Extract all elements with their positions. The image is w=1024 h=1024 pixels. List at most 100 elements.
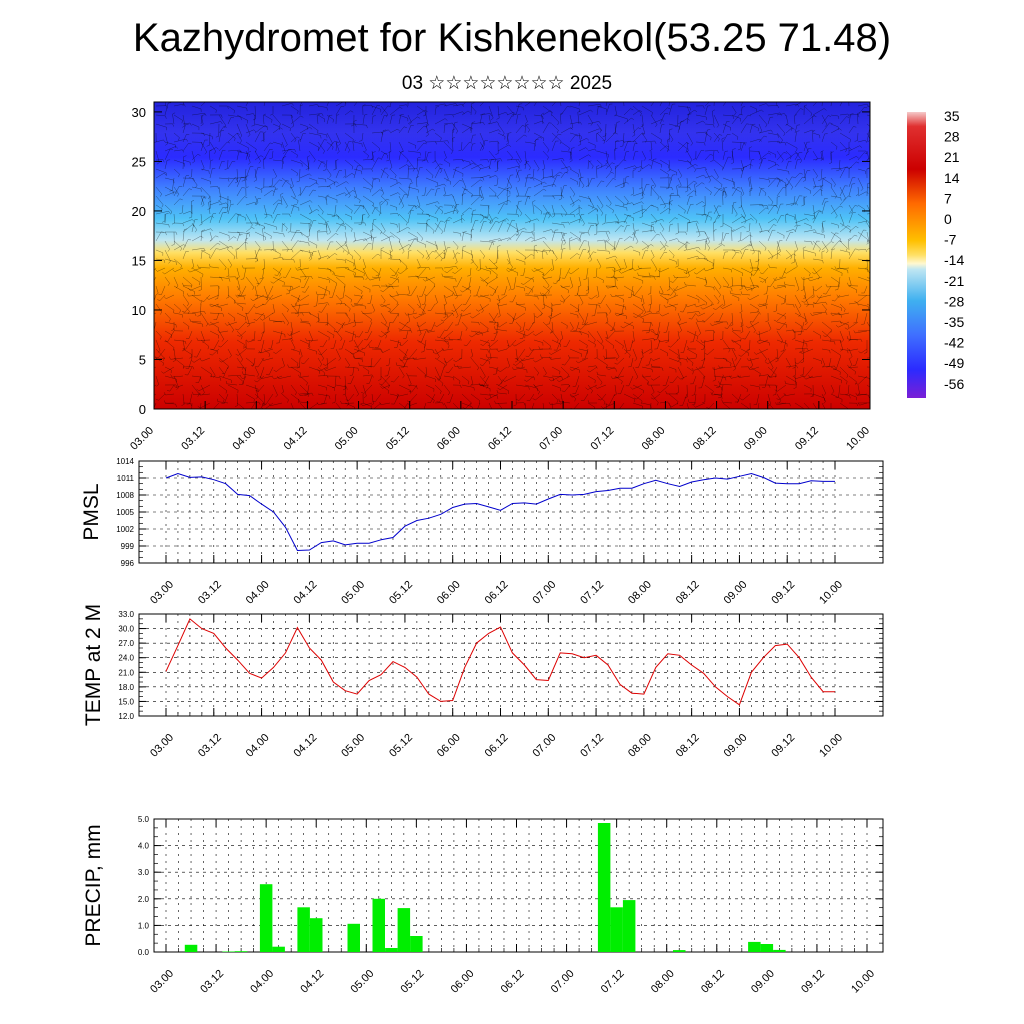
x-tick-label: 07.00 bbox=[530, 579, 558, 607]
precip-bar bbox=[622, 900, 636, 952]
x-tick-label: 06.00 bbox=[435, 425, 463, 453]
x-tick-label: 04.12 bbox=[282, 425, 310, 453]
pmsl-panel: 996 999 1002 1005 1008 1011 1014 03.00 03.12 04.0… bbox=[80, 457, 884, 607]
y-axis-label: TEMP at 2 M bbox=[82, 604, 105, 726]
y-tick-label: 1008 bbox=[116, 491, 134, 500]
colorbar-label: -28 bbox=[944, 293, 964, 309]
y-tick-label: 25 bbox=[132, 154, 146, 169]
temperature-panel: 12.0 15.0 18.0 21.0 24.0 27.0 30.0 33.0 03.00 03.… bbox=[82, 604, 884, 760]
colorbar-label: 14 bbox=[944, 170, 960, 186]
x-tick-label: 09.00 bbox=[722, 732, 750, 760]
x-tick-label: 08.12 bbox=[674, 732, 702, 760]
y-tick-label: 0.0 bbox=[138, 948, 150, 957]
x-tick-label: 09.00 bbox=[749, 968, 777, 996]
y-tick-label: 1005 bbox=[116, 508, 134, 517]
colorbar-scale bbox=[907, 112, 926, 398]
x-tick-label: 08.12 bbox=[699, 968, 727, 996]
precip-bar bbox=[372, 898, 385, 952]
x-tick-label: 06.12 bbox=[483, 732, 511, 760]
x-tick-label: 04.00 bbox=[248, 968, 276, 996]
x-tick-label: 09.00 bbox=[722, 579, 750, 607]
y-tick-label: 15 bbox=[132, 253, 146, 268]
wind-barbs bbox=[154, 102, 870, 409]
x-tick-label: 04.00 bbox=[230, 425, 258, 453]
x-tick-label: 08.00 bbox=[649, 968, 677, 996]
y-tick-label: 1014 bbox=[116, 457, 134, 466]
y-axis-label: PMSL bbox=[80, 483, 103, 540]
x-tick-label: 06.00 bbox=[449, 968, 477, 996]
x-tick-label: 10.00 bbox=[844, 425, 872, 453]
precip-bar bbox=[184, 944, 198, 952]
x-tick-label: 04.00 bbox=[244, 579, 272, 607]
colorbar-labels: 35 28 21 14 7 0 -7 -14 -21 -28 -35 -42 -49 -56 bbox=[944, 108, 964, 392]
x-tick-label: 05.12 bbox=[387, 732, 415, 760]
precip-bar bbox=[673, 950, 686, 952]
colorbar-label: 28 bbox=[944, 129, 960, 145]
y-axis-label: PRECIP, mm bbox=[82, 824, 105, 946]
x-tick-label: 09.00 bbox=[742, 425, 770, 453]
x-tick-label: 05.12 bbox=[387, 579, 415, 607]
x-tick-label: 03.00 bbox=[128, 425, 156, 453]
x-tick-label: 06.12 bbox=[483, 579, 511, 607]
chart-title: Kazhydromet for Kishkenekol(53.25 71.48) bbox=[132, 16, 892, 60]
y-tick-label: 2.0 bbox=[138, 895, 150, 904]
precip-bar bbox=[222, 951, 235, 952]
precip-bar bbox=[397, 908, 411, 952]
y-tick-label: 21.0 bbox=[118, 668, 134, 677]
precip-bar bbox=[773, 949, 786, 952]
precip-bar bbox=[297, 907, 310, 952]
colorbar-label: -21 bbox=[944, 273, 964, 289]
x-tick-label: 06.12 bbox=[486, 425, 514, 453]
colorbar-label: -49 bbox=[944, 355, 964, 371]
x-tick-label: 06.00 bbox=[435, 732, 463, 760]
x-tick-label: 04.12 bbox=[292, 579, 320, 607]
y-tick-label: 3.0 bbox=[138, 868, 150, 877]
y-tick-label: 24.0 bbox=[118, 654, 134, 663]
x-tick-label: 07.12 bbox=[578, 732, 606, 760]
x-tick-label: 05.00 bbox=[339, 579, 367, 607]
x-tick-label: 08.12 bbox=[674, 579, 702, 607]
x-tick-label: 08.12 bbox=[691, 425, 719, 453]
precip-bar bbox=[385, 948, 398, 952]
x-tick-label: 07.12 bbox=[578, 579, 606, 607]
x-tick-label: 07.00 bbox=[537, 425, 565, 453]
y-tick-label: 15.0 bbox=[118, 697, 134, 706]
x-tick-label: 04.12 bbox=[298, 968, 326, 996]
colorbar: 35 28 21 14 7 0 -7 -14 -21 -28 -35 -42 -49 -56 bbox=[907, 108, 964, 398]
y-tick-label: 30.0 bbox=[118, 625, 134, 634]
x-tick-label: 05.12 bbox=[399, 968, 427, 996]
x-tick-label: 08.00 bbox=[626, 579, 654, 607]
wind-barb-field bbox=[154, 102, 870, 409]
x-tick-label: 03.12 bbox=[196, 732, 224, 760]
colorbar-label: -14 bbox=[944, 252, 964, 268]
x-tick-label: 06.00 bbox=[435, 579, 463, 607]
series-line bbox=[165, 472, 835, 552]
x-tick-label: 09.12 bbox=[769, 579, 797, 607]
x-tick-label: 08.00 bbox=[640, 425, 668, 453]
x-tick-label: 05.00 bbox=[339, 732, 367, 760]
x-tick-label: 03.00 bbox=[148, 579, 176, 607]
x-tick-label: 09.12 bbox=[793, 425, 821, 453]
precip-bar bbox=[347, 923, 360, 952]
y-tick-label: 5.0 bbox=[138, 815, 150, 824]
x-tick-label: 03.12 bbox=[198, 968, 226, 996]
precip-bar bbox=[234, 951, 248, 952]
x-tick-label: 07.12 bbox=[599, 968, 627, 996]
x-tick-label: 10.00 bbox=[849, 968, 877, 996]
x-tick-label: 09.12 bbox=[799, 968, 827, 996]
x-tick-label: 10.00 bbox=[817, 732, 845, 760]
y-tick-label: 1.0 bbox=[138, 921, 150, 930]
y-tick-label: 4.0 bbox=[138, 842, 150, 851]
plot-frame bbox=[138, 613, 884, 717]
y-tick-label: 10 bbox=[132, 303, 146, 318]
x-tick-label: 07.00 bbox=[530, 732, 558, 760]
colorbar-label: -7 bbox=[944, 232, 957, 248]
x-tick-label: 05.00 bbox=[333, 425, 361, 453]
colorbar-label: -56 bbox=[944, 376, 964, 392]
precip-bar bbox=[410, 936, 423, 952]
y-tick-label: 5 bbox=[139, 352, 146, 367]
x-tick-label: 06.12 bbox=[499, 968, 527, 996]
x-tick-label: 07.12 bbox=[588, 425, 616, 453]
x-tick-label: 08.00 bbox=[626, 732, 654, 760]
